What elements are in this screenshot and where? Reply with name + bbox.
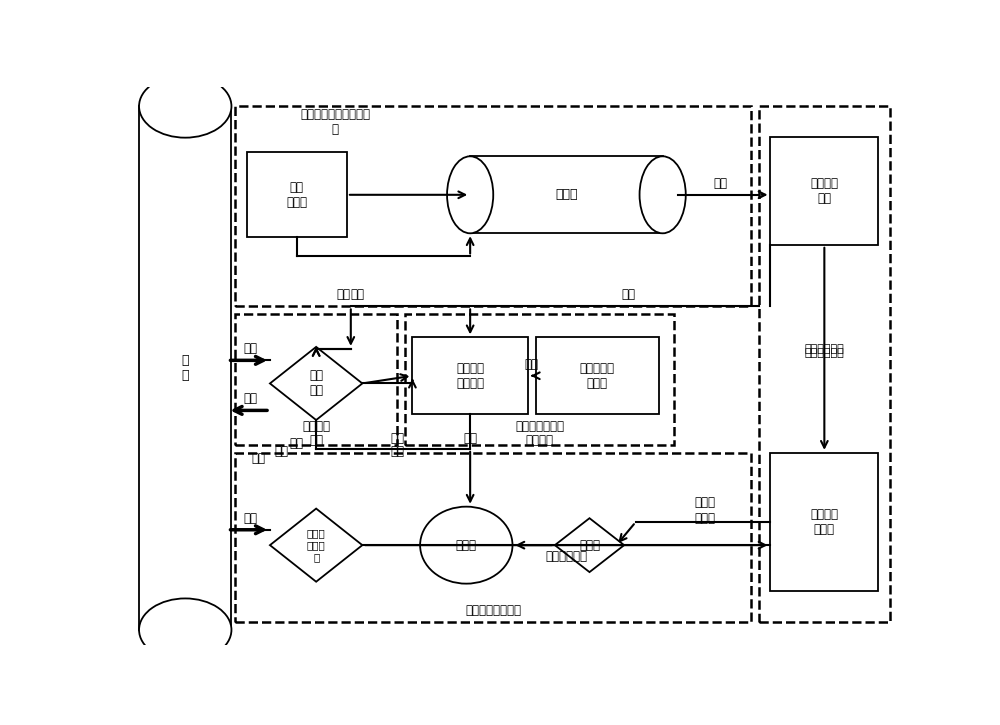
Bar bbox=[759, 107, 890, 622]
Ellipse shape bbox=[640, 157, 686, 233]
Bar bbox=[247, 152, 347, 237]
Ellipse shape bbox=[139, 598, 231, 661]
Text: 采样
探头: 采样 探头 bbox=[309, 370, 323, 397]
Text: 样气加热气化预处理单
元: 样气加热气化预处理单 元 bbox=[300, 107, 370, 136]
Bar bbox=[235, 314, 397, 445]
Text: 样气: 样气 bbox=[244, 342, 258, 355]
Ellipse shape bbox=[447, 157, 493, 233]
Text: 吹扫: 吹扫 bbox=[525, 357, 539, 370]
Text: 烟
道: 烟 道 bbox=[182, 354, 189, 382]
Text: 安装辅助
部件: 安装辅助 部件 bbox=[302, 420, 330, 447]
Bar bbox=[536, 337, 659, 414]
Text: 进样流速信号: 进样流速信号 bbox=[804, 344, 844, 354]
Bar bbox=[139, 107, 231, 630]
Text: 样气: 样气 bbox=[336, 289, 350, 302]
Text: 直流调速吹
扫风机: 直流调速吹 扫风机 bbox=[580, 362, 615, 390]
Text: 等速取样控制单元: 等速取样控制单元 bbox=[465, 604, 521, 617]
Text: 烟气流
速传感
器: 烟气流 速传感 器 bbox=[307, 529, 326, 562]
Text: 等速取样
控制器: 等速取样 控制器 bbox=[810, 508, 838, 536]
Text: 样气: 样气 bbox=[713, 177, 727, 190]
Text: 加热
控制器: 加热 控制器 bbox=[286, 181, 307, 209]
Text: 回气: 回气 bbox=[390, 444, 404, 457]
Bar bbox=[770, 137, 878, 245]
Bar bbox=[235, 107, 751, 307]
Ellipse shape bbox=[139, 75, 231, 138]
Bar bbox=[405, 314, 674, 445]
Text: 回气: 回气 bbox=[244, 392, 258, 405]
Text: 变频器: 变频器 bbox=[579, 539, 600, 552]
Text: 引风机: 引风机 bbox=[456, 539, 477, 552]
Text: 样气: 样气 bbox=[621, 289, 635, 302]
Text: 回气: 回气 bbox=[274, 444, 288, 457]
Text: 测量池及
信号处理: 测量池及 信号处理 bbox=[456, 362, 484, 390]
Polygon shape bbox=[270, 508, 362, 581]
Bar bbox=[470, 157, 663, 233]
Text: 回气: 回气 bbox=[290, 437, 304, 450]
Text: 烟气流速信号: 烟气流速信号 bbox=[545, 550, 587, 563]
Text: 调速控
制信号: 调速控 制信号 bbox=[694, 497, 716, 524]
Text: 回气: 回气 bbox=[390, 432, 404, 445]
Text: 样气: 样气 bbox=[351, 289, 365, 302]
Text: 进样流速信号: 进样流速信号 bbox=[804, 348, 844, 357]
Text: 气化室: 气化室 bbox=[555, 188, 578, 202]
Text: 回气: 回气 bbox=[463, 432, 477, 445]
Text: 颗粒物质量浓度
测量单元: 颗粒物质量浓度 测量单元 bbox=[515, 420, 564, 447]
Polygon shape bbox=[270, 347, 362, 420]
Text: 回气: 回气 bbox=[251, 452, 265, 465]
Polygon shape bbox=[555, 518, 624, 572]
Ellipse shape bbox=[420, 507, 512, 584]
Bar bbox=[770, 452, 878, 592]
Text: 差压: 差压 bbox=[244, 512, 258, 525]
Bar bbox=[412, 337, 528, 414]
Bar bbox=[235, 452, 751, 622]
Text: 文丘里流
量计: 文丘里流 量计 bbox=[810, 177, 838, 205]
